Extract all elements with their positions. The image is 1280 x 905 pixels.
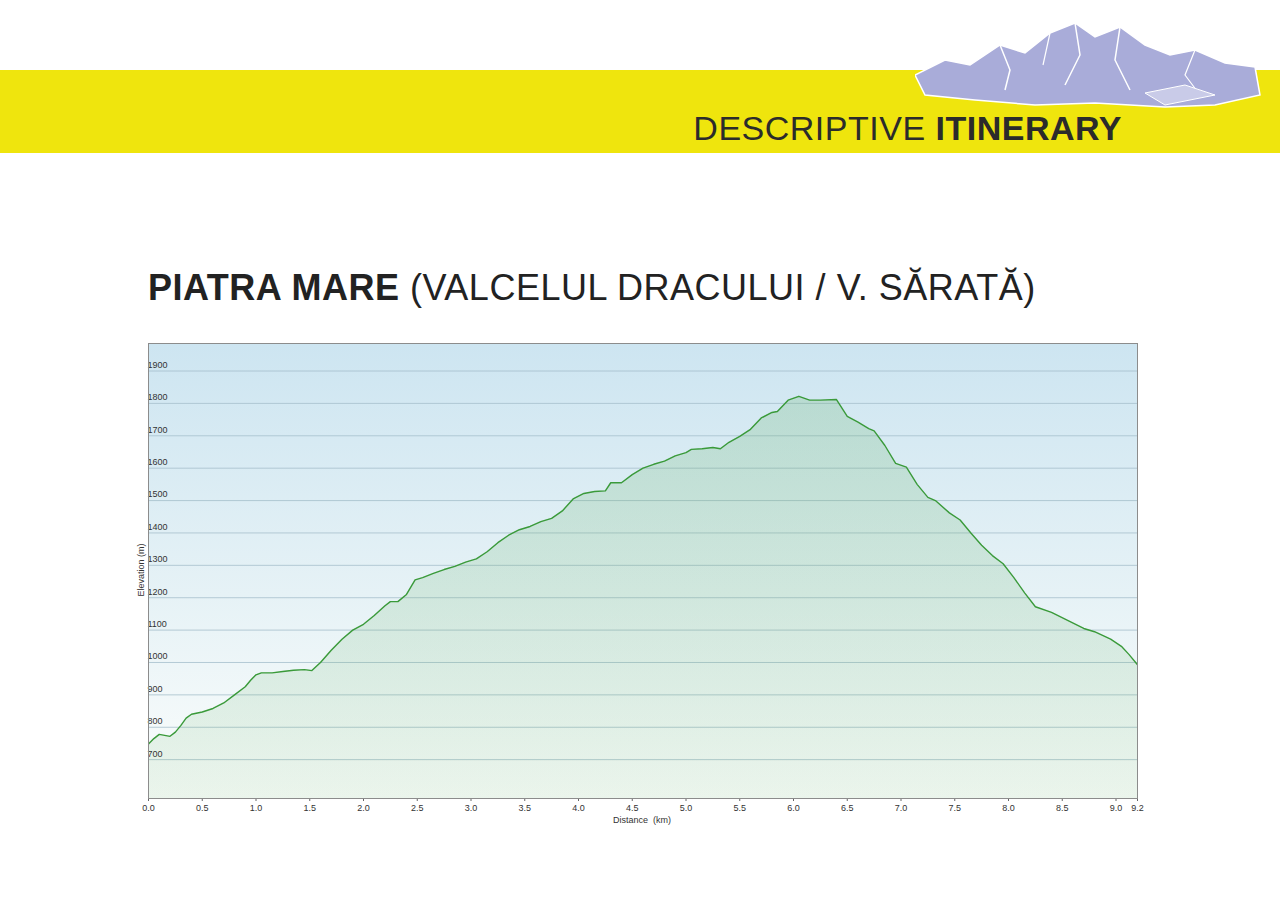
svg-text:5.5: 5.5 — [733, 803, 746, 813]
svg-text:3.5: 3.5 — [518, 803, 531, 813]
svg-text:4.5: 4.5 — [626, 803, 639, 813]
svg-text:900: 900 — [148, 684, 163, 694]
html-text:Elevation (m): Elevation (m) — [136, 543, 146, 597]
svg-text:6.5: 6.5 — [841, 803, 854, 813]
svg-text:1200: 1200 — [148, 587, 168, 597]
svg-text:9.2: 9.2 — [1131, 803, 1144, 813]
svg-text:1700: 1700 — [148, 425, 168, 435]
svg-text:1500: 1500 — [148, 489, 168, 499]
svg-text:8.0: 8.0 — [1002, 803, 1015, 813]
svg-text:0.5: 0.5 — [196, 803, 209, 813]
svg-text:1.5: 1.5 — [303, 803, 316, 813]
svg-text:9.0: 9.0 — [1110, 803, 1123, 813]
svg-text:700: 700 — [148, 749, 163, 759]
svg-text:800: 800 — [148, 716, 163, 726]
svg-text:0.0: 0.0 — [142, 803, 155, 813]
svg-text:8.5: 8.5 — [1056, 803, 1069, 813]
svg-text:4.0: 4.0 — [572, 803, 585, 813]
svg-text:7.5: 7.5 — [948, 803, 961, 813]
html-text:Distance (km): Distance (km) — [613, 815, 671, 825]
svg-text:1300: 1300 — [148, 554, 168, 564]
svg-text:1900: 1900 — [148, 360, 168, 370]
svg-text:7.0: 7.0 — [895, 803, 908, 813]
svg-text:1600: 1600 — [148, 457, 168, 467]
svg-text:1.0: 1.0 — [250, 803, 263, 813]
svg-text:3.0: 3.0 — [465, 803, 478, 813]
html-text:PIATRA MARE (VALCELUL DRACULUI: PIATRA MARE (VALCELUL DRACULUI / V. SĂRA… — [148, 267, 1036, 308]
svg-text:5.0: 5.0 — [680, 803, 693, 813]
html-text:DESCRIPTIVE ITINERARY: DESCRIPTIVE ITINERARY — [693, 109, 1122, 147]
svg-text:6.0: 6.0 — [787, 803, 800, 813]
svg-text:1400: 1400 — [148, 522, 168, 532]
svg-text:1100: 1100 — [148, 619, 167, 629]
svg-text:1800: 1800 — [148, 392, 168, 402]
svg-text:2.0: 2.0 — [357, 803, 370, 813]
svg-text:2.5: 2.5 — [411, 803, 424, 813]
svg-text:1000: 1000 — [148, 651, 168, 661]
